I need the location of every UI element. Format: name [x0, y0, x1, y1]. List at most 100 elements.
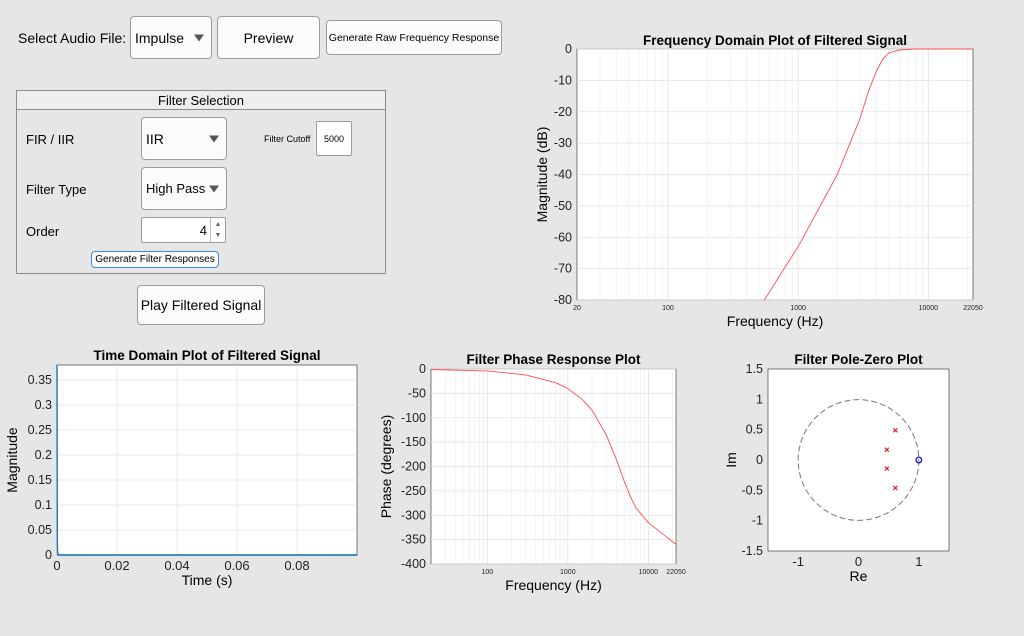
x-tick-label: 0.02 [104, 558, 129, 573]
y-axis-label: Phase (degrees) [378, 415, 394, 519]
audio-file-dropdown[interactable]: Impulse [130, 16, 212, 59]
y-tick-label: -70 [554, 262, 572, 276]
x-tick-label: 10000 [639, 569, 659, 576]
y-tick-label: 0.35 [28, 373, 52, 387]
y-tick-label: 1.5 [746, 362, 763, 376]
filter-type-label: Filter Type [26, 182, 87, 197]
chevron-down-icon [209, 185, 219, 192]
x-tick-label: 0.06 [224, 558, 249, 573]
y-tick-label: 0 [756, 453, 763, 467]
filter-cutoff-label: Filter Cutoff [264, 134, 311, 144]
chart-title: Frequency Domain Plot of Filtered Signal [643, 33, 907, 48]
series-line [430, 369, 677, 545]
x-axis-label: Frequency (Hz) [505, 577, 601, 593]
chevron-down-icon [194, 34, 204, 41]
y-tick-label: -350 [401, 533, 426, 547]
unit-circle [797, 399, 920, 521]
x-tick-label: 22050 [963, 305, 983, 312]
fir-iir-dropdown[interactable]: IIR [141, 117, 227, 160]
y-tick-label: -10 [554, 73, 572, 87]
y-tick-label: 0.2 [35, 448, 52, 462]
y-tick-label: 0.1 [35, 498, 52, 512]
y-tick-label: -400 [401, 557, 426, 571]
y-tick-label: -60 [554, 230, 572, 244]
y-tick-label: 0.05 [28, 523, 52, 537]
chevron-down-icon [209, 135, 219, 142]
pole-marker [892, 427, 898, 433]
y-axis-label: Magnitude (dB) [534, 127, 550, 223]
play-filtered-signal-button[interactable]: Play Filtered Signal [137, 285, 265, 325]
y-tick-label: 0.5 [746, 423, 763, 437]
y-tick-label: -150 [401, 435, 426, 449]
chart-title: Time Domain Plot of Filtered Signal [93, 348, 320, 363]
x-axis-label: Time (s) [182, 572, 233, 588]
x-tick-label: -1 [792, 554, 804, 569]
filter-type-dropdown[interactable]: High Pass [141, 167, 227, 210]
fir-iir-value: IIR [146, 130, 164, 147]
y-tick-label: -200 [401, 460, 426, 474]
y-tick-label: -50 [554, 199, 572, 213]
y-tick-label: 0.25 [28, 423, 52, 437]
x-tick-label: 0 [53, 558, 60, 573]
x-axis-label: Frequency (Hz) [727, 313, 823, 329]
x-tick-label: 10000 [919, 305, 939, 312]
generate-filter-responses-button[interactable]: Generate Filter Responses [91, 251, 219, 268]
filter-panel-title: Filter Selection [17, 91, 385, 110]
series-line [763, 48, 973, 301]
filter-type-value: High Pass [146, 181, 206, 196]
pole-marker [884, 466, 890, 471]
order-spinner[interactable]: 4 ▲ ▼ [141, 217, 226, 243]
decrement-icon[interactable]: ▼ [214, 232, 222, 239]
x-tick-label: 0.08 [284, 558, 309, 573]
x-tick-label: 1000 [560, 569, 576, 576]
y-tick-label: -40 [554, 168, 572, 182]
spinner-divider [210, 218, 211, 242]
select-audio-label: Select Audio File: [18, 30, 127, 46]
y-axis-label: Im [723, 452, 739, 468]
y-tick-label: -0.5 [741, 483, 763, 497]
y-tick-label: 0.3 [35, 398, 52, 412]
y-tick-label: -300 [401, 508, 426, 522]
x-tick-label: 100 [662, 305, 674, 312]
audio-file-value: Impulse [135, 29, 185, 46]
y-tick-label: -30 [554, 136, 572, 150]
y-tick-label: -100 [401, 411, 426, 425]
fir-iir-label: FIR / IIR [26, 132, 75, 147]
y-tick-label: -1 [752, 514, 763, 528]
generate-raw-frequency-button[interactable]: Generate Raw Frequency Response [326, 20, 502, 55]
y-tick-label: -250 [401, 484, 426, 498]
y-tick-label: 1 [756, 392, 763, 406]
y-tick-label: 0.15 [28, 473, 52, 487]
x-tick-label: 0 [855, 554, 862, 569]
y-tick-label: 0 [419, 362, 426, 376]
y-axis-label: Magnitude [4, 427, 20, 493]
order-value: 4 [199, 223, 207, 238]
chart-title: Filter Pole-Zero Plot [794, 352, 923, 367]
x-tick-label: 1000 [790, 305, 806, 312]
pole-marker [884, 447, 890, 453]
y-tick-label: -20 [554, 105, 572, 119]
preview-button[interactable]: Preview [217, 16, 320, 59]
pole-marker [892, 485, 898, 491]
plot-area [56, 364, 358, 556]
increment-icon[interactable]: ▲ [214, 221, 222, 228]
x-tick-label: 100 [481, 569, 493, 576]
y-tick-label: -1.5 [741, 544, 763, 558]
zero-marker [915, 456, 923, 464]
y-tick-label: 0 [45, 548, 52, 562]
x-tick-label: 0.04 [164, 558, 189, 573]
chart-title: Filter Phase Response Plot [466, 352, 641, 367]
x-tick-label: 22050 [666, 569, 686, 576]
y-tick-label: 0 [565, 42, 572, 56]
x-tick-label: 1 [915, 554, 922, 569]
y-tick-label: -50 [408, 386, 426, 400]
y-tick-label: -80 [554, 293, 572, 307]
order-label: Order [26, 224, 60, 239]
filter-cutoff-input[interactable]: 5000 [316, 121, 352, 156]
x-tick-label: 20 [573, 305, 581, 312]
filter-selection-panel: Filter Selection [16, 90, 386, 274]
